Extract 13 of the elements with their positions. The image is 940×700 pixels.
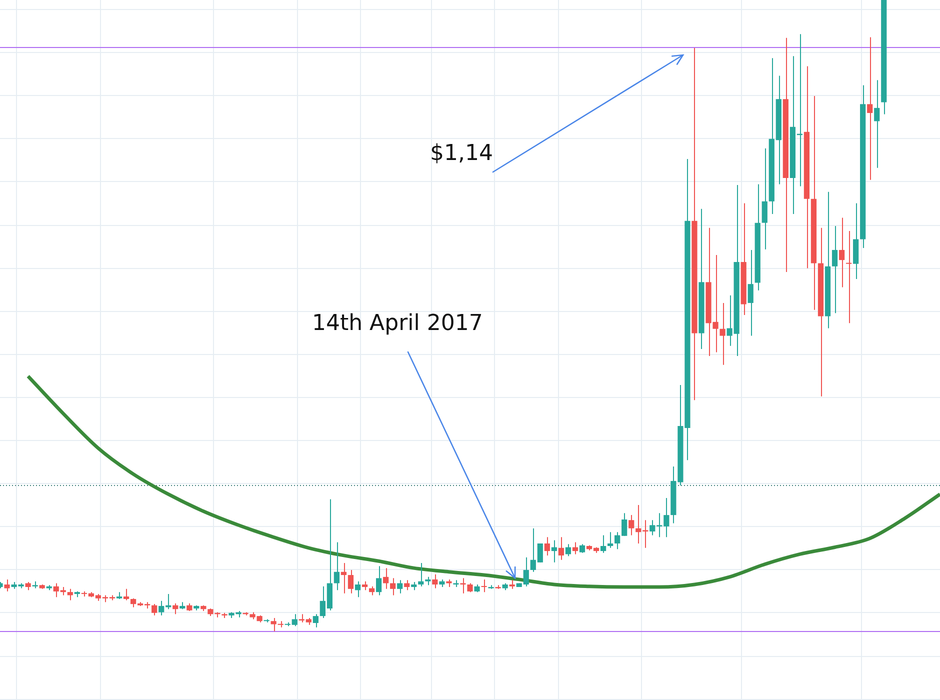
- annotation: 14th April 2017: [312, 311, 483, 336]
- candlestick: [460, 578, 466, 594]
- candlestick: [4, 578, 10, 592]
- candlestick: [495, 584, 501, 590]
- candlestick: [453, 580, 459, 588]
- candlestick: [481, 578, 487, 593]
- candlestick: [488, 584, 494, 590]
- candlestick: [32, 580, 38, 589]
- candlestick: [720, 302, 726, 366]
- candlestick: [222, 612, 228, 618]
- candlestick: [467, 582, 473, 593]
- candlestick: [698, 208, 704, 350]
- annotation: $1,14: [430, 141, 493, 166]
